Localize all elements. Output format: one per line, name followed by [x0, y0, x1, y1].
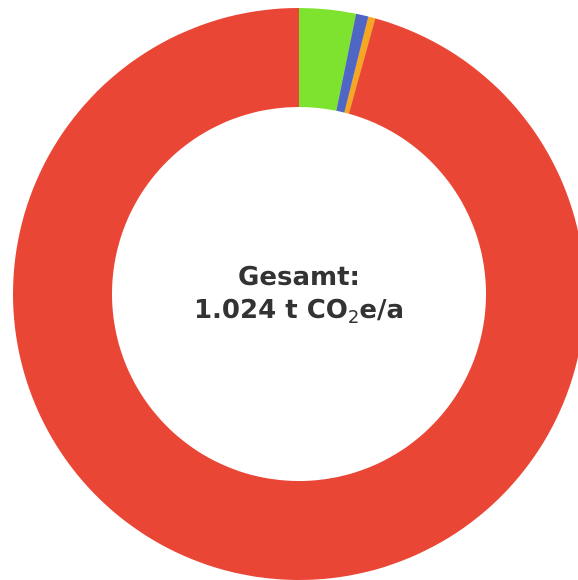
donut-segment: [344, 16, 376, 114]
total-text: 1.024 t CO: [194, 295, 348, 325]
donut: [13, 8, 578, 580]
center-total: 1.024 t CO2e/a: [194, 295, 404, 328]
donut-segment: [299, 8, 357, 111]
center-title: Gesamt:: [238, 262, 360, 292]
total-unit: e/a: [359, 295, 404, 325]
donut-segment: [13, 8, 578, 580]
subscript: 2: [348, 307, 359, 328]
donut-segment: [336, 13, 369, 113]
